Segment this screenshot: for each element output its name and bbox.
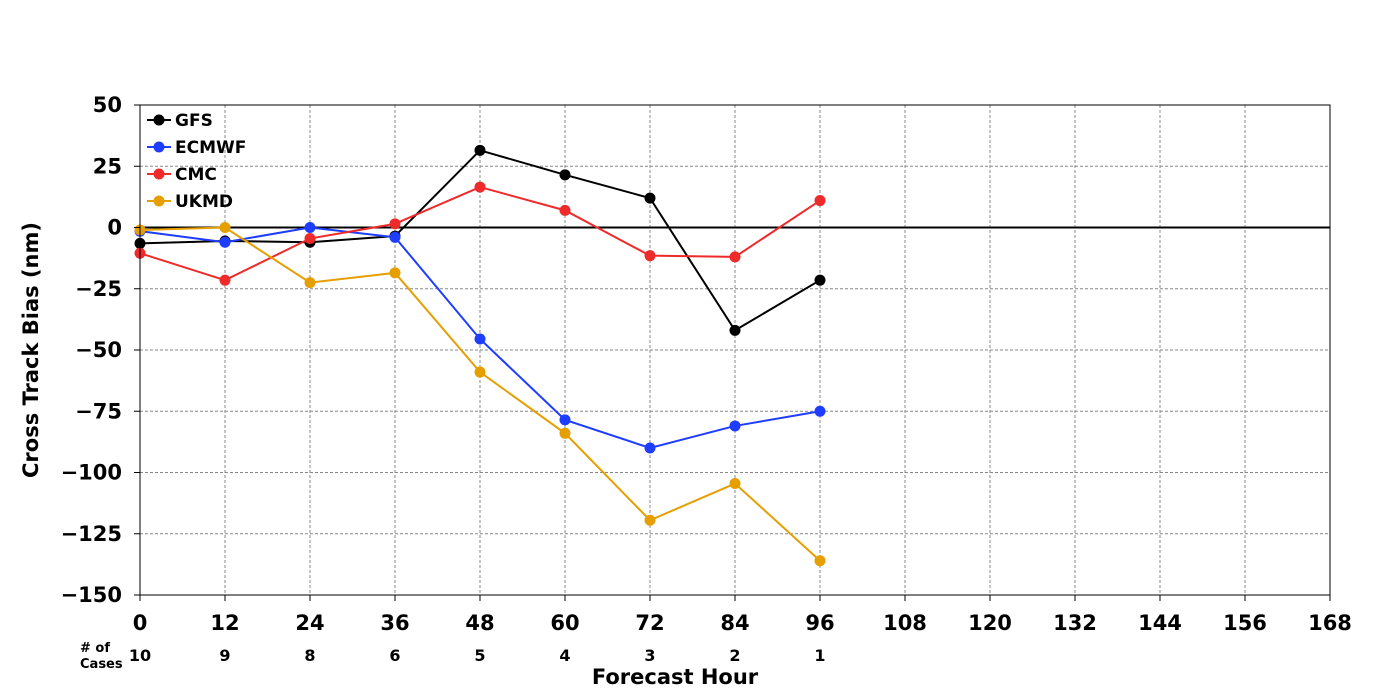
y-tick-label: −125: [61, 522, 122, 546]
legend-label: CMC: [175, 165, 217, 185]
data-point-ukmd: [729, 478, 741, 490]
y-tick-label: −25: [75, 277, 122, 301]
data-point-ecmwf: [559, 414, 571, 426]
cases-row: 10 9 8 6 5 4 3 2 1: [129, 646, 826, 665]
data-point-ukmd: [814, 555, 826, 567]
data-point-cmc: [219, 274, 231, 286]
cases-value: 8: [304, 646, 315, 665]
data-point-cmc: [474, 181, 486, 193]
y-tick-label: 25: [93, 154, 122, 178]
x-tick-label: 72: [635, 611, 664, 635]
legend: GFS ECMWF CMC UKMD: [147, 111, 246, 212]
data-point-ecmwf: [644, 442, 656, 454]
data-point-gfs: [559, 169, 571, 181]
cases-value: 1: [814, 646, 825, 665]
legend-label: ECMWF: [175, 138, 246, 158]
legend-swatch-marker: [153, 195, 165, 207]
x-tick-label: 36: [380, 611, 409, 635]
x-tick-label: 96: [805, 611, 834, 635]
y-tick-label: 50: [93, 93, 122, 117]
data-point-gfs: [729, 324, 741, 336]
data-point-ukmd: [559, 427, 571, 439]
x-tick-label: 84: [720, 611, 749, 635]
series-ecmwf: [134, 222, 826, 454]
legend-swatch-marker: [153, 141, 165, 153]
cases-value: 9: [219, 646, 230, 665]
data-point-ukmd: [474, 366, 486, 378]
legend-label: UKMD: [175, 192, 233, 212]
cases-value: 4: [559, 646, 570, 665]
legend-item-cmc: CMC: [147, 165, 217, 185]
legend-item-ecmwf: ECMWF: [147, 138, 246, 158]
legend-swatch-marker: [153, 168, 165, 180]
cases-label-line2: Cases: [80, 657, 123, 672]
series-layer: [134, 144, 826, 567]
data-point-ecmwf: [814, 405, 826, 417]
legend-item-ukmd: UKMD: [147, 192, 233, 212]
x-tick-label: 132: [1053, 611, 1097, 635]
y-axis-title: Cross Track Bias (nm): [19, 222, 43, 478]
data-point-cmc: [644, 250, 656, 262]
data-point-cmc: [729, 251, 741, 263]
data-point-ukmd: [389, 267, 401, 279]
data-point-cmc: [304, 233, 316, 245]
x-axis-title: Forecast Hour: [592, 665, 759, 689]
data-point-ecmwf: [729, 420, 741, 432]
data-point-cmc: [559, 204, 571, 216]
data-point-ecmwf: [304, 222, 316, 233]
x-tick-label: 48: [465, 611, 494, 635]
y-tick-label: −75: [75, 399, 122, 423]
data-point-gfs: [644, 192, 656, 204]
data-point-cmc: [389, 218, 401, 230]
legend-item-gfs: GFS: [147, 111, 213, 131]
y-tick-label: −150: [61, 583, 122, 607]
data-point-ukmd: [644, 514, 656, 526]
x-tick-label: 156: [1223, 611, 1267, 635]
x-tick-label: 12: [210, 611, 239, 635]
cases-value: 5: [474, 646, 485, 665]
cases-value: 2: [729, 646, 740, 665]
data-point-cmc: [814, 195, 826, 207]
y-tick-label: 0: [107, 216, 122, 240]
x-axis-ticks: 0 12 24 36 48 60 72 84 96 108 120 132 144 156 168: [133, 595, 1352, 635]
x-tick-label: 60: [550, 611, 579, 635]
x-tick-label: 108: [883, 611, 927, 635]
series-ukmd: [134, 222, 826, 567]
data-point-ukmd: [304, 277, 316, 289]
x-tick-label: 120: [968, 611, 1012, 635]
x-tick-label: 144: [1138, 611, 1182, 635]
data-point-gfs: [474, 144, 486, 156]
data-point-gfs: [814, 274, 826, 286]
y-tick-label: −50: [75, 338, 122, 362]
data-point-ecmwf: [389, 231, 401, 243]
y-tick-label: −100: [61, 461, 122, 485]
cases-value: 10: [129, 646, 151, 665]
data-point-ecmwf: [474, 333, 486, 345]
data-point-ecmwf: [219, 236, 231, 248]
cases-value: 3: [644, 646, 655, 665]
data-point-ukmd: [219, 222, 231, 233]
x-tick-label: 0: [133, 611, 148, 635]
legend-label: GFS: [175, 111, 213, 131]
cases-label-line1: # of: [80, 641, 110, 656]
grid: [140, 105, 1330, 595]
legend-swatch-marker: [153, 114, 165, 126]
cases-value: 6: [389, 646, 400, 665]
y-axis-ticks: 50 25 0 −25 −50 −75 −100 −125 −150: [61, 93, 140, 607]
x-tick-label: 24: [295, 611, 324, 635]
x-tick-label: 168: [1308, 611, 1352, 635]
